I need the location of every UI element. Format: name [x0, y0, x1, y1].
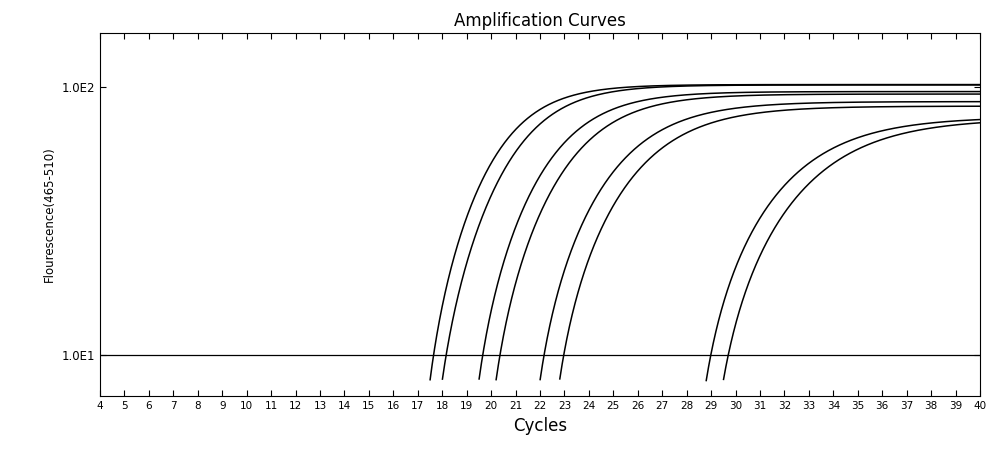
X-axis label: Cycles: Cycles [513, 417, 567, 434]
Title: Amplification Curves: Amplification Curves [454, 12, 626, 30]
Y-axis label: Flourescence(465-510): Flourescence(465-510) [43, 146, 56, 282]
